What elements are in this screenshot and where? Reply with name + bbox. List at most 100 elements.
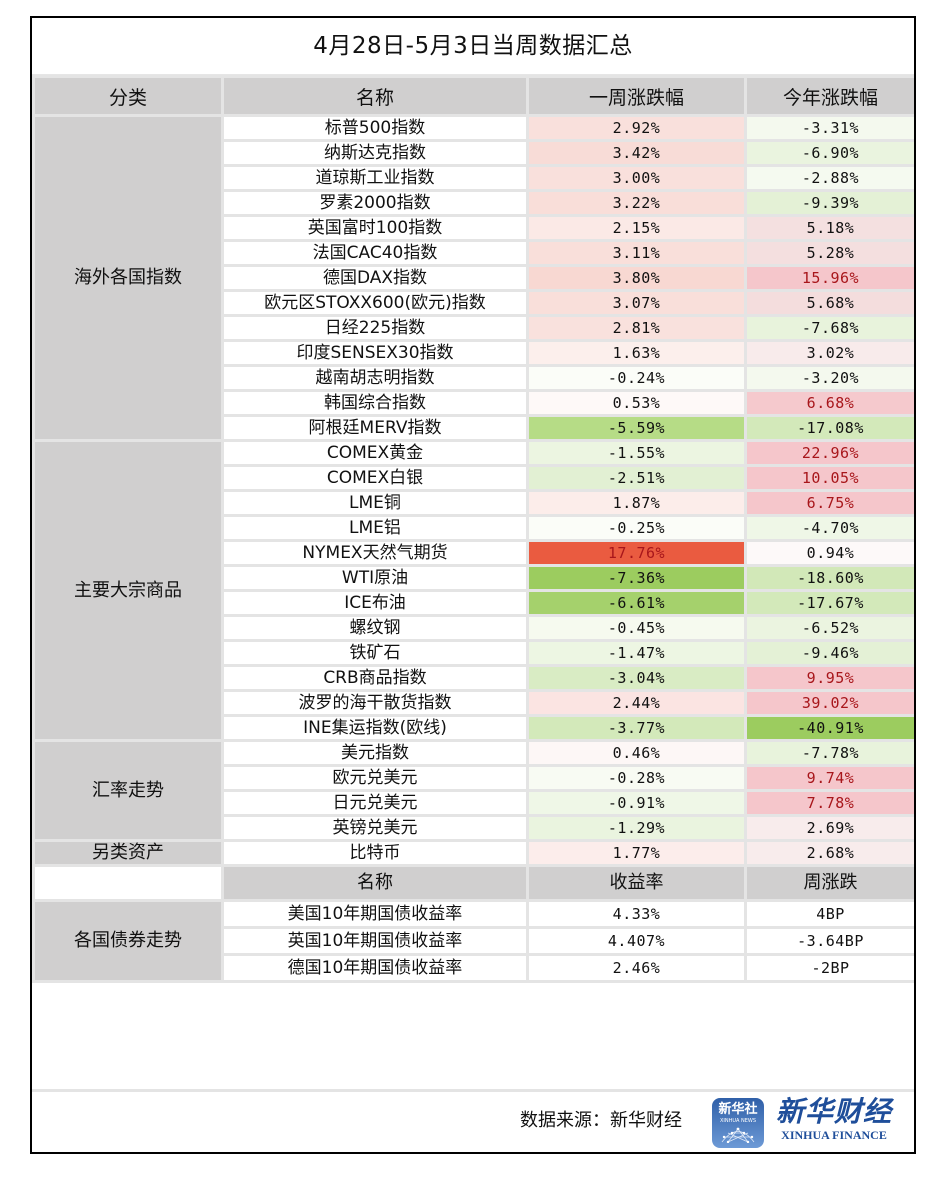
yield-cell: 4.407%: [526, 926, 747, 956]
column-header-name: 名称: [221, 75, 529, 117]
table-row: 另类资产 比特币 1.77% 2.68%: [32, 839, 914, 867]
ytd-change-cell: -4.70%: [744, 514, 914, 542]
table-row: WTI原油 -7.36% -18.60%: [34, 564, 914, 592]
weekly-change-cell: 3.80%: [526, 264, 747, 292]
weekly-change-cell: -0.28%: [526, 764, 747, 792]
table-row: 日经225指数 2.81% -7.68%: [34, 314, 914, 342]
logo-square-cn: 新华社: [718, 1102, 758, 1117]
weekly-change-cell: 3.22%: [526, 189, 747, 217]
yield-cell: 4.33%: [526, 899, 747, 929]
name-cell: 印度SENSEX30指数: [221, 339, 529, 367]
network-globe-icon: [712, 1125, 764, 1148]
table-row: 欧元兑美元 -0.28% 9.74%: [34, 764, 914, 792]
ytd-change-cell: 6.68%: [744, 389, 914, 417]
ytd-change-cell: 9.95%: [744, 664, 914, 692]
name-cell: 英国富时100指数: [221, 214, 529, 242]
name-cell: WTI原油: [221, 564, 529, 592]
ytd-change-cell: -17.08%: [744, 414, 914, 442]
table-row: CRB商品指数 -3.04% 9.95%: [34, 664, 914, 692]
column-header-category: 分类: [32, 75, 224, 117]
table-row: INE集运指数(欧线) -3.77% -40.91%: [34, 714, 914, 742]
table-row: 欧元区STOXX600(欧元)指数 3.07% 5.68%: [34, 289, 914, 317]
table-row: 日元兑美元 -0.91% 7.78%: [34, 789, 914, 817]
table-row: 罗素2000指数 3.22% -9.39%: [34, 189, 914, 217]
name-cell: 纳斯达克指数: [221, 139, 529, 167]
ytd-change-cell: 15.96%: [744, 264, 914, 292]
weekly-change-cell: 3.00%: [526, 164, 747, 192]
weekly-change-cell: -3.64BP: [744, 926, 914, 956]
bond-column-header-name: 名称: [221, 864, 529, 902]
table-row: 螺纹钢 -0.45% -6.52%: [34, 614, 914, 642]
table-row: LME铜 1.87% 6.75%: [34, 489, 914, 517]
table-row: 道琼斯工业指数 3.00% -2.88%: [34, 164, 914, 192]
weekly-change-cell: -0.25%: [526, 514, 747, 542]
name-cell: 罗素2000指数: [221, 189, 529, 217]
name-cell: 越南胡志明指数: [221, 364, 529, 392]
weekly-change-cell: 3.07%: [526, 289, 747, 317]
name-cell: 铁矿石: [221, 639, 529, 667]
ytd-change-cell: -6.90%: [744, 139, 914, 167]
ytd-change-cell: 0.94%: [744, 539, 914, 567]
name-cell: 道琼斯工业指数: [221, 164, 529, 192]
name-cell: 阿根廷MERV指数: [221, 414, 529, 442]
name-cell: 韩国综合指数: [221, 389, 529, 417]
table-header-row: 分类 名称 一周涨跌幅 今年涨跌幅: [32, 75, 914, 117]
name-cell: 波罗的海干散货指数: [221, 689, 529, 717]
table-row: 英国富时100指数 2.15% 5.18%: [34, 214, 914, 242]
name-cell: 英国10年期国债收益率: [221, 926, 529, 956]
weekly-change-cell: -1.29%: [526, 814, 747, 842]
weekly-change-cell: 0.53%: [526, 389, 747, 417]
ytd-change-cell: 10.05%: [744, 464, 914, 492]
weekly-change-cell: -5.59%: [526, 414, 747, 442]
ytd-change-cell: -17.67%: [744, 589, 914, 617]
logo-square-en: XINHUA NEWS: [719, 1118, 757, 1124]
name-cell: 美国10年期国债收益率: [221, 899, 529, 929]
weekly-change-cell: 3.11%: [526, 239, 747, 267]
name-cell: 美元指数: [221, 739, 529, 767]
weekly-change-cell: -3.77%: [526, 714, 747, 742]
weekly-change-cell: 0.46%: [526, 739, 747, 767]
weekly-change-cell: -0.91%: [526, 789, 747, 817]
ytd-change-cell: -3.20%: [744, 364, 914, 392]
table-row: 主要大宗商品 COMEX黄金 -1.55% 22.96%: [32, 439, 914, 742]
ytd-change-cell: 39.02%: [744, 689, 914, 717]
ytd-change-cell: 5.28%: [744, 239, 914, 267]
weekly-change-cell: 17.76%: [526, 539, 747, 567]
bond-row: 各国债券走势 美国10年期国债收益率 4.33% 4BP: [32, 899, 914, 983]
ytd-change-cell: -7.68%: [744, 314, 914, 342]
column-header-ytd-change: 今年涨跌幅: [744, 75, 914, 117]
table-row: 韩国综合指数 0.53% 6.68%: [34, 389, 914, 417]
ytd-change-cell: -2.88%: [744, 164, 914, 192]
bond-column-header-yield: 收益率: [526, 864, 747, 902]
weekly-change-cell: 1.87%: [526, 489, 747, 517]
weekly-change-cell: 2.44%: [526, 689, 747, 717]
name-cell: 欧元兑美元: [221, 764, 529, 792]
weekly-change-cell: -2BP: [744, 953, 914, 983]
ytd-change-cell: 7.78%: [744, 789, 914, 817]
blank-cell: [32, 864, 224, 902]
bond-row: 德国10年期国债收益率 2.46% -2BP: [34, 953, 914, 983]
table-row: 印度SENSEX30指数 1.63% 3.02%: [34, 339, 914, 367]
table-row: NYMEX天然气期货 17.76% 0.94%: [34, 539, 914, 567]
ytd-change-cell: -18.60%: [744, 564, 914, 592]
weekly-change-cell: -2.51%: [526, 464, 747, 492]
name-cell: 欧元区STOXX600(欧元)指数: [221, 289, 529, 317]
weekly-change-cell: 4BP: [744, 899, 914, 929]
data-table: 分类 名称 一周涨跌幅 今年涨跌幅 海外各国指数 标普500指数 2.92% -3.3…: [32, 75, 914, 983]
ytd-change-cell: 2.68%: [744, 839, 914, 867]
xinhua-news-logo: 新华社 XINHUA NEWS: [712, 1098, 764, 1148]
name-cell: LME铜: [221, 489, 529, 517]
name-cell: 法国CAC40指数: [221, 239, 529, 267]
ytd-change-cell: 5.18%: [744, 214, 914, 242]
ytd-change-cell: -3.31%: [744, 114, 914, 142]
table-row: 英镑兑美元 -1.29% 2.69%: [34, 814, 914, 842]
logo-text-cn: 新华财经: [775, 1095, 892, 1128]
weekly-change-cell: -0.45%: [526, 614, 747, 642]
name-cell: NYMEX天然气期货: [221, 539, 529, 567]
weekly-change-cell: 1.63%: [526, 339, 747, 367]
ytd-change-cell: 5.68%: [744, 289, 914, 317]
weekly-change-cell: 3.42%: [526, 139, 747, 167]
name-cell: 德国DAX指数: [221, 264, 529, 292]
column-header-weekly-change: 一周涨跌幅: [526, 75, 747, 117]
ytd-change-cell: 2.69%: [744, 814, 914, 842]
